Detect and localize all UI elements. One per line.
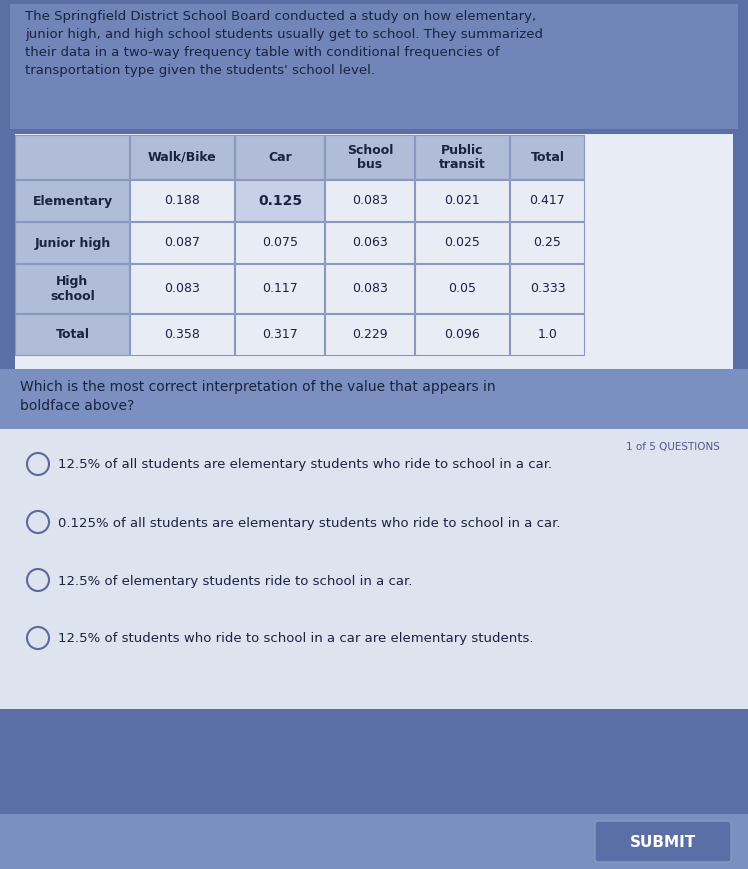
Text: 0.087: 0.087 <box>165 236 200 249</box>
FancyBboxPatch shape <box>325 314 414 355</box>
FancyBboxPatch shape <box>510 314 584 355</box>
FancyBboxPatch shape <box>15 135 733 369</box>
FancyBboxPatch shape <box>510 222 584 263</box>
FancyBboxPatch shape <box>130 180 235 222</box>
Text: 0.333: 0.333 <box>530 282 565 295</box>
Text: 1 of 5 QUESTIONS: 1 of 5 QUESTIONS <box>626 441 720 452</box>
Text: 0.05: 0.05 <box>449 282 476 295</box>
FancyBboxPatch shape <box>16 264 129 313</box>
FancyBboxPatch shape <box>16 222 129 263</box>
Text: 0.117: 0.117 <box>262 282 298 295</box>
Text: 0.358: 0.358 <box>165 328 200 342</box>
Text: 0.25: 0.25 <box>533 236 562 249</box>
FancyBboxPatch shape <box>415 180 509 222</box>
Text: 0.125: 0.125 <box>258 194 302 208</box>
Text: 0.083: 0.083 <box>352 282 388 295</box>
FancyBboxPatch shape <box>510 180 584 222</box>
FancyBboxPatch shape <box>130 136 235 179</box>
FancyBboxPatch shape <box>10 5 738 129</box>
FancyBboxPatch shape <box>16 180 129 222</box>
Text: 12.5% of all students are elementary students who ride to school in a car.: 12.5% of all students are elementary stu… <box>58 458 552 471</box>
Text: Total: Total <box>55 328 90 342</box>
Text: 0.229: 0.229 <box>352 328 387 342</box>
Text: Public
transit: Public transit <box>439 143 486 171</box>
Text: Total: Total <box>530 151 565 164</box>
Text: Which is the most correct interpretation of the value that appears in
boldface a: Which is the most correct interpretation… <box>20 380 496 413</box>
Text: 1.0: 1.0 <box>538 328 557 342</box>
FancyBboxPatch shape <box>415 222 509 263</box>
FancyBboxPatch shape <box>325 180 414 222</box>
Text: SUBMIT: SUBMIT <box>630 834 696 850</box>
Text: 0.083: 0.083 <box>352 195 388 208</box>
FancyBboxPatch shape <box>236 180 325 222</box>
FancyBboxPatch shape <box>236 222 325 263</box>
Text: 0.417: 0.417 <box>530 195 565 208</box>
Text: Walk/Bike: Walk/Bike <box>148 151 217 164</box>
Text: 0.096: 0.096 <box>444 328 480 342</box>
Text: 0.063: 0.063 <box>352 236 388 249</box>
Text: 12.5% of elementary students ride to school in a car.: 12.5% of elementary students ride to sch… <box>58 574 412 587</box>
FancyBboxPatch shape <box>236 264 325 313</box>
Text: 12.5% of students who ride to school in a car are elementary students.: 12.5% of students who ride to school in … <box>58 632 533 645</box>
Text: 0.075: 0.075 <box>262 236 298 249</box>
FancyBboxPatch shape <box>130 264 235 313</box>
FancyBboxPatch shape <box>0 429 748 709</box>
Text: Elementary: Elementary <box>32 195 112 208</box>
Text: 0.083: 0.083 <box>165 282 200 295</box>
FancyBboxPatch shape <box>236 314 325 355</box>
Text: 0.021: 0.021 <box>444 195 480 208</box>
Text: 0.317: 0.317 <box>262 328 298 342</box>
Text: High
school: High school <box>50 275 95 302</box>
FancyBboxPatch shape <box>325 264 414 313</box>
FancyBboxPatch shape <box>510 136 584 179</box>
Text: 0.188: 0.188 <box>165 195 200 208</box>
FancyBboxPatch shape <box>130 314 235 355</box>
FancyBboxPatch shape <box>510 264 584 313</box>
FancyBboxPatch shape <box>415 264 509 313</box>
FancyBboxPatch shape <box>0 369 748 429</box>
FancyBboxPatch shape <box>0 814 748 869</box>
FancyBboxPatch shape <box>16 136 129 179</box>
Text: 0.025: 0.025 <box>444 236 480 249</box>
Text: The Springfield District School Board conducted a study on how elementary,
junio: The Springfield District School Board co… <box>25 10 543 77</box>
Text: Junior high: Junior high <box>34 236 111 249</box>
FancyBboxPatch shape <box>415 136 509 179</box>
Text: School
bus: School bus <box>347 143 393 171</box>
FancyBboxPatch shape <box>130 222 235 263</box>
Text: Car: Car <box>268 151 292 164</box>
FancyBboxPatch shape <box>16 314 129 355</box>
FancyBboxPatch shape <box>415 314 509 355</box>
FancyBboxPatch shape <box>595 821 731 862</box>
FancyBboxPatch shape <box>325 222 414 263</box>
FancyBboxPatch shape <box>236 136 325 179</box>
FancyBboxPatch shape <box>325 136 414 179</box>
Text: 0.125% of all students are elementary students who ride to school in a car.: 0.125% of all students are elementary st… <box>58 516 560 529</box>
